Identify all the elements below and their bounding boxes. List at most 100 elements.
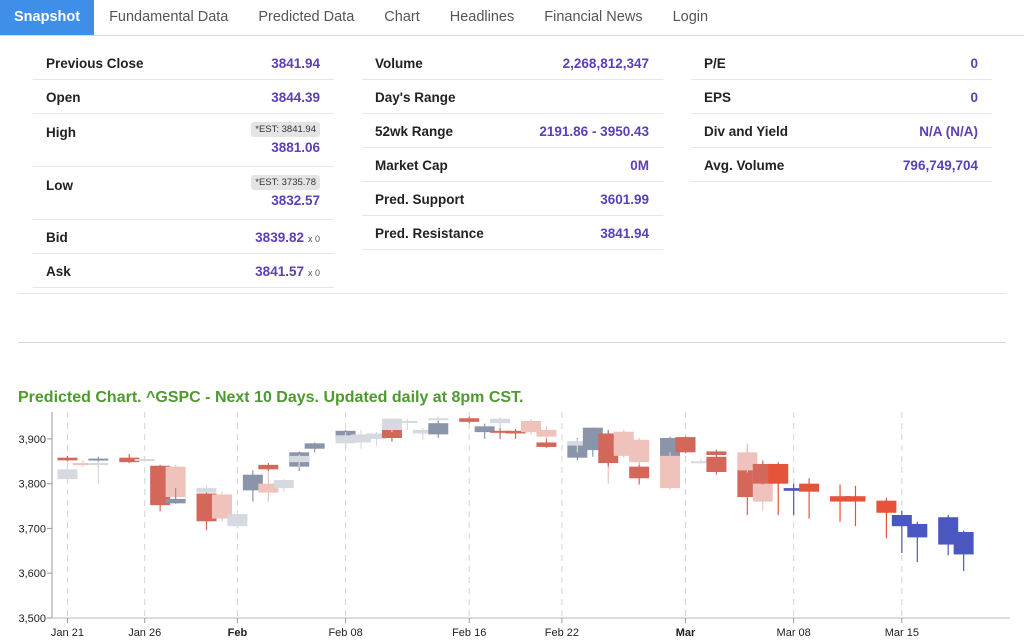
candle-body bbox=[938, 517, 959, 545]
y-tick-label: 3,700 bbox=[18, 523, 46, 535]
bid-size: x 0 bbox=[307, 234, 320, 244]
candle-body bbox=[737, 452, 758, 471]
candle-body bbox=[459, 418, 480, 422]
candle-body bbox=[891, 515, 912, 527]
chart-axes: 3,500 3,600 3,700 3,800 3,900 Jan 21 Jan 26 Feb… bbox=[18, 412, 1010, 639]
candle-body bbox=[690, 461, 711, 464]
candle-body bbox=[351, 434, 372, 443]
x-tick-label: Feb bbox=[228, 627, 248, 639]
candle-body bbox=[613, 431, 634, 456]
candle-body bbox=[72, 463, 93, 466]
tab-login[interactable]: Login bbox=[672, 9, 709, 25]
value-pred-resistance: 3841.94 bbox=[600, 226, 649, 241]
candle-body bbox=[536, 442, 557, 447]
label-days-range: Day's Range bbox=[375, 90, 456, 105]
row-low: Low *EST: 3735.78 3832.57 bbox=[33, 167, 334, 220]
candle-body bbox=[582, 427, 603, 451]
label-eps: EPS bbox=[704, 90, 732, 105]
candle-body bbox=[629, 466, 650, 479]
candle-body bbox=[907, 523, 928, 538]
label-volume: Volume bbox=[375, 56, 423, 71]
value-ask: 3841.57 x 0 bbox=[255, 264, 320, 279]
label-pred-resistance: Pred. Resistance bbox=[375, 226, 484, 241]
row-high: High *EST: 3841.94 3881.06 bbox=[33, 114, 334, 167]
candle-body bbox=[474, 426, 495, 433]
candle-body bbox=[227, 514, 248, 522]
value-div-yield: N/A (N/A) bbox=[919, 124, 978, 139]
tab-headlines[interactable]: Headlines bbox=[449, 9, 515, 25]
label-pe: P/E bbox=[704, 56, 726, 71]
label-open: Open bbox=[46, 90, 81, 105]
y-tick-label: 3,600 bbox=[18, 568, 46, 580]
candle-body bbox=[706, 456, 727, 473]
chart-candles bbox=[57, 416, 974, 571]
candle-body bbox=[366, 433, 387, 439]
x-tick-label: Mar 08 bbox=[777, 627, 811, 639]
value-avg-volume: 796,749,704 bbox=[902, 158, 978, 173]
value-open: 3844.39 bbox=[271, 90, 320, 105]
candle-body bbox=[660, 437, 681, 462]
tab-fundamental-data[interactable]: Fundamental Data bbox=[109, 9, 229, 25]
label-avg-volume: Avg. Volume bbox=[704, 158, 785, 173]
row-div-yield: Div and Yield N/A (N/A) bbox=[691, 114, 992, 148]
candle-body bbox=[598, 433, 619, 464]
ask-size: x 0 bbox=[307, 268, 320, 278]
candle-body bbox=[428, 423, 449, 435]
value-volume: 2,268,812,347 bbox=[562, 56, 649, 71]
candle-body bbox=[629, 439, 650, 463]
candle-body bbox=[196, 493, 217, 522]
value-previous-close: 3841.94 bbox=[271, 56, 320, 71]
x-tick-label: Feb 22 bbox=[545, 627, 579, 639]
label-market-cap: Market Cap bbox=[375, 158, 448, 173]
candle-body bbox=[119, 457, 140, 463]
value-market-cap: 0M bbox=[630, 158, 649, 173]
candle-body bbox=[830, 496, 851, 502]
candle-body bbox=[567, 441, 588, 446]
high-estimate-badge: *EST: 3841.94 bbox=[251, 122, 320, 137]
bid-price: 3839.82 bbox=[255, 230, 304, 245]
snapshot-column-2: Volume 2,268,812,347 Day's Range 52wk Ra… bbox=[362, 46, 663, 250]
candle-body bbox=[490, 418, 511, 424]
label-bid: Bid bbox=[46, 230, 68, 245]
chart-title: Predicted Chart. ^GSPC - Next 10 Days. U… bbox=[18, 389, 524, 406]
tab-financial-news[interactable]: Financial News bbox=[544, 9, 643, 25]
row-pred-resistance: Pred. Resistance 3841.94 bbox=[362, 216, 663, 250]
candle-body bbox=[490, 430, 511, 433]
candle-body bbox=[196, 488, 217, 493]
candle-body bbox=[57, 469, 78, 480]
tab-chart[interactable]: Chart bbox=[384, 9, 420, 25]
candle-body bbox=[536, 429, 557, 437]
value-high: 3881.06 bbox=[271, 140, 320, 155]
row-volume: Volume 2,268,812,347 bbox=[362, 46, 663, 80]
label-low: Low bbox=[46, 178, 73, 193]
tab-predicted-data[interactable]: Predicted Data bbox=[258, 9, 355, 25]
row-market-cap: Market Cap 0M bbox=[362, 148, 663, 182]
label-high: High bbox=[46, 125, 76, 140]
candle-body bbox=[428, 418, 449, 421]
value-low: 3832.57 bbox=[271, 193, 320, 208]
row-eps: EPS 0 bbox=[691, 80, 992, 114]
value-52wk-range: 2191.86 - 3950.43 bbox=[539, 124, 649, 139]
candlestick-chart: 3,500 3,600 3,700 3,800 3,900 Jan 21 Jan 26 Feb… bbox=[18, 412, 1010, 639]
candle-body bbox=[783, 488, 804, 491]
candle-body bbox=[211, 494, 232, 519]
candle-body bbox=[88, 463, 109, 466]
row-open: Open 3844.39 bbox=[33, 80, 334, 114]
x-tick-label: Feb 08 bbox=[328, 627, 362, 639]
y-tick-label: 3,500 bbox=[18, 613, 46, 625]
label-div-yield: Div and Yield bbox=[704, 124, 789, 139]
candle-body bbox=[752, 463, 773, 484]
candle-body bbox=[258, 464, 279, 470]
candle-body bbox=[258, 483, 279, 493]
candle-body bbox=[150, 465, 171, 506]
value-pe: 0 bbox=[970, 56, 978, 71]
candle-body bbox=[799, 483, 820, 492]
tab-snapshot[interactable]: Snapshot bbox=[0, 0, 95, 35]
candle-body bbox=[381, 429, 402, 438]
candle-body bbox=[381, 418, 402, 430]
candle-body bbox=[134, 459, 155, 462]
candle-body bbox=[412, 429, 433, 434]
ask-price: 3841.57 bbox=[255, 264, 304, 279]
candle-body bbox=[165, 498, 186, 504]
candle-body bbox=[88, 458, 109, 461]
